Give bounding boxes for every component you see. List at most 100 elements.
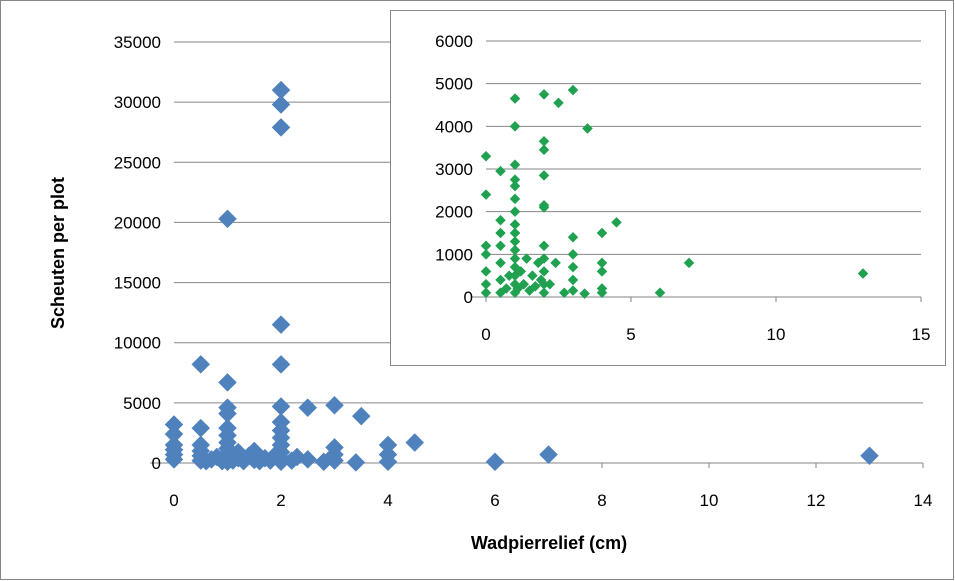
inset-data-point [529,280,541,292]
main-data-point [191,435,211,455]
inset-y-tick-label: 4000 [435,117,473,136]
inset-data-point [495,274,506,286]
main-data-point [164,415,184,434]
inset-data-point [480,240,492,252]
main-x-tick-label: 0 [169,491,178,510]
main-data-point [271,95,291,114]
inset-y-tick-labels: 0 1000 2000 3000 4000 5000 6000 [435,32,473,307]
main-data-point [378,435,398,455]
inset-data-point [480,287,492,299]
inset-y-tick-label: 3000 [435,160,473,179]
inset-data-points [480,84,869,299]
inset-data-point [495,214,506,226]
inset-data-point [509,120,521,132]
inset-data-point [538,253,550,264]
inset-data-point [495,227,506,239]
main-x-tick-label: 12 [807,491,826,510]
inset-data-point [495,240,506,252]
inset-data-point [509,174,521,186]
inset-data-point [518,278,530,290]
inset-data-point [509,219,521,230]
inset-chart-border [390,10,946,366]
main-data-point [271,80,291,100]
main-y-tick-label: 20000 [114,213,161,232]
main-y-tick-labels: 0 5000 10000 15000 20000 25000 30000 35000 [114,33,161,473]
inset-x-tick-label: 5 [626,325,635,344]
main-data-point [271,397,291,416]
inset-data-point [611,216,622,228]
main-y-tick-label: 5000 [123,394,161,413]
inset-y-tick-label: 0 [464,288,473,307]
inset-data-point [654,287,666,299]
inset-data-point [527,270,538,282]
main-data-point [191,418,211,438]
inset-data-point [515,266,527,277]
inset-data-point [509,244,521,256]
main-data-point [325,395,344,415]
main-data-point [191,355,211,374]
inset-data-point [509,253,521,264]
inset-data-point [538,170,550,181]
inset-data-point [683,257,695,269]
inset-data-point [857,268,869,279]
inset-data-point [596,266,608,277]
inset-data-point [538,287,550,299]
inset-data-point [480,278,492,290]
inset-data-point [538,88,550,100]
inset-data-point [550,257,561,269]
inset-y-tick-label: 5000 [435,75,473,94]
inset-x-tick-label: 0 [481,325,490,344]
inset-data-point [480,248,492,260]
main-data-point [860,446,879,466]
inset-data-point [509,193,521,205]
main-data-point [405,433,425,452]
main-x-tick-label: 2 [276,491,285,510]
main-data-point [346,453,366,472]
inset-data-point [567,261,579,273]
inset-data-point [538,266,550,277]
inset-data-point [509,180,521,192]
main-data-point [218,418,237,438]
inset-data-point [596,257,608,269]
inset-x-tick-labels: 0 5 10 15 [481,325,930,344]
main-x-tick-labels: 0 2 4 6 8 10 12 14 [169,491,932,510]
main-data-point [218,209,237,229]
main-data-point [218,373,237,392]
inset-y-tick-label: 2000 [435,203,473,222]
main-data-points [164,80,879,472]
main-data-point [164,424,184,444]
main-x-axis-title: Wadpierrelief (cm) [471,533,627,553]
main-data-point [539,445,558,464]
main-x-tick-label: 4 [383,491,392,510]
main-data-point [485,452,505,472]
inset-data-point [538,240,550,252]
inset-data-point [544,278,556,290]
inset-data-point [521,253,532,264]
main-data-point [271,412,291,432]
inset-data-point [495,257,506,269]
main-x-tick-label: 6 [490,491,499,510]
inset-x-tick-label: 10 [767,325,786,344]
main-data-point [164,435,184,455]
inset-data-point [567,84,579,96]
inset-data-point [538,199,550,211]
main-x-tick-label: 10 [700,491,719,510]
inset-data-point [538,135,550,147]
inset-data-point [596,283,608,294]
main-y-tick-label: 15000 [114,274,161,293]
main-data-point [271,355,291,374]
main-y-axis-title: Scheuten per plot [48,177,68,329]
main-data-point [271,315,291,335]
main-y-tick-label: 0 [152,454,161,473]
main-x-tick-label: 14 [914,491,933,510]
inset-gridlines [486,40,921,255]
main-data-point [271,118,291,137]
main-data-point [378,445,398,464]
inset-data-point [509,93,521,104]
main-x-tick-label: 8 [597,491,606,510]
inset-chart: 0 1000 2000 3000 4000 5000 6000 0 5 10 15 [390,10,946,366]
main-y-tick-label: 30000 [114,93,161,112]
main-data-point [298,398,318,418]
inset-data-point [567,231,579,243]
